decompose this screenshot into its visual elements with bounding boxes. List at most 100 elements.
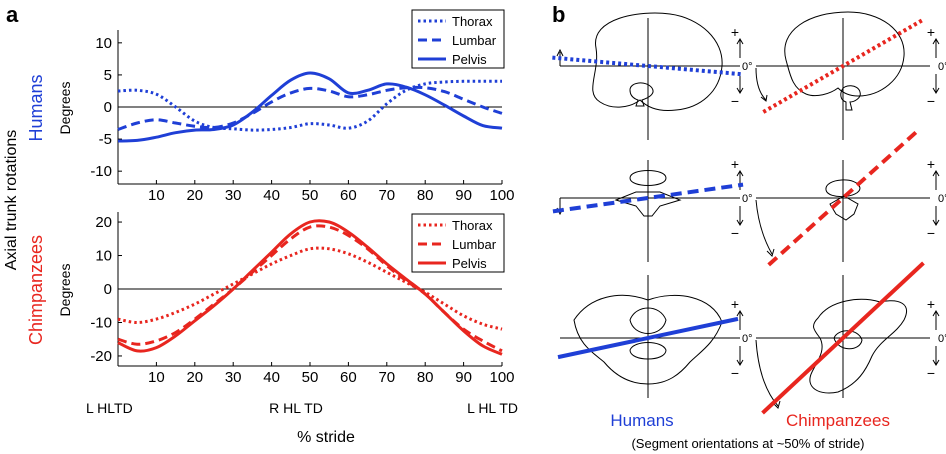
rotation-scale: +0° − [927, 296, 946, 381]
series-line-pelvis [117, 71, 503, 143]
segment-orientation-lines [552, 18, 925, 415]
x-tick-label: 20 [186, 187, 203, 204]
panel-b-segment-diagrams: +0° − +0° − +0° − +0° − +0° − +0° − Humans Chimpanz… [552, 11, 946, 451]
scale-arrowhead-up [932, 38, 940, 45]
pelvis-chimpanzees-segment [761, 261, 925, 415]
rotation-scale: +0° − [927, 156, 946, 241]
chimpanzees-ylabel: Degrees [57, 264, 73, 317]
thorax-humans-segment [552, 55, 744, 77]
scale-arrowhead-down [736, 87, 744, 94]
rotation-scale: +0° − [731, 296, 753, 381]
legend-label-lumbar: Lumbar [452, 33, 497, 48]
series-line-pelvis [117, 219, 503, 356]
x-tick-label: 70 [378, 187, 395, 204]
y-tick-label: -10 [90, 314, 112, 331]
chimpanzees-group-label: Chimpanzees [26, 235, 46, 345]
x-tick-label: 100 [489, 187, 514, 204]
humans-line-chart: -10 -5 0 5 10 10 20 30 40 50 60 70 80 90 100 Thorax Lumb… [90, 9, 515, 204]
thorax-chimpanzee-diagram [755, 11, 930, 140]
pelvis-humans-segment [557, 316, 739, 360]
lumbar-human-diagram [556, 160, 740, 262]
event-label-middle: R HL TD [269, 400, 323, 416]
x-tick-label: 50 [302, 187, 319, 204]
panel-b-caption: (Segment orientations at ~50% of stride) [631, 436, 864, 451]
rotation-scales: +0° − +0° − +0° − +0° − +0° − +0° − [731, 24, 946, 381]
y-tick-label: 10 [95, 248, 112, 265]
event-label-left: L HLTD [86, 400, 133, 416]
scale-plus: + [731, 24, 739, 40]
x-axis-label: % stride [297, 429, 355, 446]
scale-zero: 0° [742, 193, 753, 205]
scale-arrowhead-down [736, 359, 744, 366]
legend: Thorax Lumbar Pelvis [411, 213, 505, 273]
species-label-chimpanzees: Chimpanzees [786, 411, 890, 430]
scale-minus: − [731, 365, 739, 381]
thorax-chimpanzees-segment [762, 18, 924, 114]
pelvis-chimpanzee-diagram [755, 275, 930, 409]
x-tick-label: 90 [455, 369, 472, 386]
legend-label-thorax: Thorax [452, 14, 493, 29]
legend-label-lumbar: Lumbar [452, 237, 497, 252]
scale-zero: 0° [938, 333, 946, 345]
x-tick-label: 10 [148, 187, 165, 204]
species-label-humans: Humans [610, 411, 673, 430]
x-tick-label: 50 [302, 369, 319, 386]
x-tick-label: 40 [263, 187, 280, 204]
scale-plus: + [927, 296, 935, 312]
legend: Thorax Lumbar Pelvis [411, 9, 505, 69]
x-tick-label: 30 [225, 187, 242, 204]
y-tick-label: -10 [90, 163, 112, 180]
rotation-scale: +0° − [927, 24, 946, 109]
y-tick-label: 20 [95, 214, 112, 231]
scale-arrowhead-down [736, 219, 744, 226]
x-tick-label: 10 [148, 369, 165, 386]
series-line-lumbar [117, 85, 503, 131]
x-tick-label: 60 [340, 369, 357, 386]
y-tick-label: 0 [104, 281, 112, 298]
legend-label-thorax: Thorax [452, 218, 493, 233]
rotation-scale: +0° − [731, 24, 753, 109]
y-tick-label: -20 [90, 348, 112, 365]
scale-zero: 0° [742, 61, 753, 73]
scale-arrowhead-up [736, 170, 744, 177]
panel-label-b: b [552, 2, 565, 27]
scale-zero: 0° [742, 333, 753, 345]
scale-minus: − [927, 225, 935, 241]
scale-minus: − [927, 93, 935, 109]
scale-arrowhead-down [932, 359, 940, 366]
scale-plus: + [731, 296, 739, 312]
scale-arrowhead-up [932, 310, 940, 317]
humans-group-label: Humans [26, 74, 46, 141]
y-tick-label: 5 [104, 67, 112, 84]
x-tick-label: 90 [455, 187, 472, 204]
scale-plus: + [927, 24, 935, 40]
scale-arrowhead-down [932, 219, 940, 226]
y-tick-label: -5 [99, 131, 112, 148]
scale-plus: + [927, 156, 935, 172]
scale-minus: − [927, 365, 935, 381]
legend-label-pelvis: Pelvis [452, 256, 487, 271]
x-tick-label: 60 [340, 187, 357, 204]
legend-label-pelvis: Pelvis [452, 52, 487, 67]
rotation-scale: +0° − [731, 156, 753, 241]
y-tick-label: 0 [104, 99, 112, 116]
x-tick-label: 80 [417, 187, 434, 204]
x-tick-label: 40 [263, 369, 280, 386]
thorax-human-diagram [556, 12, 740, 140]
scale-arrowhead-down [932, 87, 940, 94]
lumbar-chimpanzee-diagram [755, 160, 930, 262]
lumbar-humans-segment [552, 182, 744, 214]
x-tick-label: 30 [225, 369, 242, 386]
scale-arrowhead-up [736, 310, 744, 317]
x-tick-label: 80 [417, 369, 434, 386]
x-tick-label: 100 [489, 369, 514, 386]
scale-minus: − [731, 225, 739, 241]
scale-zero: 0° [938, 193, 946, 205]
scale-zero: 0° [938, 61, 946, 73]
chimpanzees-line-chart: -20 -10 0 10 20 10 20 30 40 50 60 70 80 90 100 Thorax Lu… [90, 212, 515, 386]
series-line-lumbar [117, 224, 503, 353]
y-tick-label: 10 [95, 35, 112, 52]
humans-ylabel: Degrees [57, 82, 73, 135]
event-label-right: L HL TD [467, 400, 518, 416]
